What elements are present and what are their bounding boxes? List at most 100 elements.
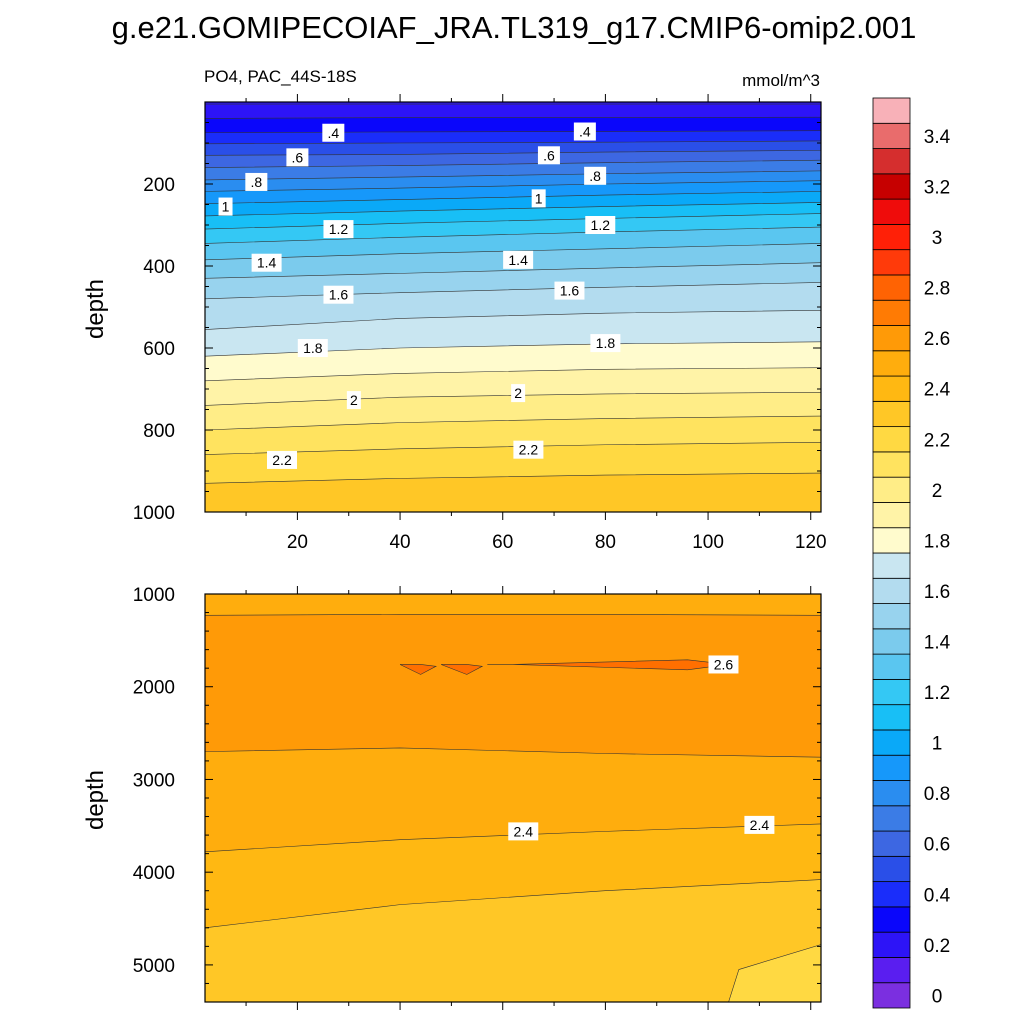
colorbar-tick-label: 1.4: [924, 632, 951, 653]
contour-label-box: [744, 815, 775, 834]
colorbar-tick-label: 1: [932, 734, 943, 755]
contour-label-box: [267, 450, 297, 469]
contour-label-box: [251, 253, 282, 272]
colorbar-swatch-3: [872, 223, 911, 251]
colorbar-swatch-1.4: [872, 628, 911, 655]
colorbar-swatch-1.1: [872, 704, 911, 731]
colorbar-swatch-2.3: [872, 400, 911, 428]
contour-label: 2.4: [750, 817, 770, 833]
contour-label-box: [323, 285, 354, 304]
contour-line: [205, 442, 821, 455]
contour-label: .6: [292, 149, 304, 165]
colorbar-tick-label: 2.6: [924, 329, 950, 350]
contour-line: [205, 823, 821, 853]
x-tick-label: 80: [595, 532, 616, 553]
core-2.7-patch: [399, 664, 437, 675]
colorbar-swatch-2.4: [872, 375, 911, 402]
contour-line: [205, 309, 821, 330]
contour-label-box: [513, 440, 544, 459]
contour-label: 1.8: [596, 335, 616, 351]
band-2.3: [205, 879, 821, 1002]
contour-label-box: [503, 250, 534, 269]
contour-label-box: [297, 339, 328, 357]
contour-line: [205, 170, 821, 181]
colorbar-swatch-3.4: [872, 122, 911, 149]
units-label: mmol/m^3: [742, 71, 820, 90]
colorbar-swatch-2.6: [872, 325, 911, 352]
band-2.3: [205, 473, 821, 512]
contour-label-box: [322, 123, 345, 142]
contour-line: [205, 159, 821, 168]
x-tick-label: 40: [389, 532, 410, 553]
colorbar-tick-label: 1.2: [924, 683, 950, 704]
contour-label: 1: [535, 190, 543, 206]
y-tick-label: 3000: [133, 770, 175, 791]
y-tick-label: 5000: [133, 956, 175, 977]
colorbar-tick-label: 1.6: [924, 582, 950, 603]
y-tick-label: 200: [143, 175, 175, 196]
contour-line: [205, 180, 821, 192]
colorbar-swatch-1.3: [872, 653, 911, 680]
colorbar-swatch-3.1: [872, 198, 911, 225]
colorbar-swatch-3.3: [872, 148, 911, 175]
figure-title: g.e21.GOMIPECOIAF_JRA.TL319_g17.CMIP6-om…: [112, 10, 917, 45]
colorbar-tick-label: 2.8: [924, 279, 950, 300]
colorbar-swatch-0.5: [872, 855, 911, 883]
variable-label: PO4, PAC_44S-18S: [204, 67, 357, 86]
y-tick-label: 600: [143, 339, 175, 360]
x-tick-label: 20: [287, 532, 308, 553]
contour-line: [205, 243, 821, 261]
contour-label: 2.2: [272, 452, 292, 468]
contour-label-box: [346, 391, 361, 410]
colorbar-swatch-1.9: [872, 502, 911, 529]
colorbar-tick-label: 2.4: [924, 380, 951, 401]
contour-label-box: [511, 384, 526, 403]
colorbar-swatch-3.2: [872, 173, 911, 200]
contour-line: [205, 140, 821, 145]
core-2.7-patch: [441, 664, 484, 675]
contour-line: [205, 213, 821, 230]
contour-label: .8: [589, 168, 601, 184]
colorbar-swatch-1.5: [872, 603, 911, 630]
colorbar-swatch-3.5: [872, 97, 911, 124]
lower-depth-panel: 2.6 2.4 2.4 1000 2000 3000 4000 5000 depth: [82, 585, 822, 1010]
contour-label-box: [286, 148, 309, 167]
upper-depth-panel: .4 .4 .6 .6 .8 .8 1 1 1.2 1.2 1.4 1.4 1.6 1.6 1.8 1.8 2 2…: [82, 94, 827, 553]
colorbar-swatch-1.7: [872, 552, 911, 579]
contour-label-box: [573, 122, 596, 141]
colorbar-swatch-0.1: [872, 957, 911, 984]
colorbar-swatch-0.8: [872, 780, 911, 807]
colorbar-tick-label: 3.4: [924, 127, 951, 148]
contour-line: [205, 472, 821, 484]
colorbar-swatch-1.2: [872, 678, 911, 706]
colorbar-tick-label: 3.2: [924, 177, 950, 198]
y-tick-label: 1000: [133, 503, 175, 524]
x-tick-label: 120: [795, 532, 827, 553]
contour-label-box: [508, 822, 539, 841]
contour-line: [205, 191, 821, 204]
contour-label: 2: [350, 392, 358, 408]
x-tick-label: 60: [492, 532, 513, 553]
contour-label-box: [323, 220, 354, 239]
contour-label: .6: [543, 147, 555, 163]
colorbar-swatch-1: [872, 729, 911, 756]
lo-contour-labels: 2.6 2.4 2.4: [508, 655, 775, 841]
contour-label: 1.6: [560, 283, 580, 299]
y-axis-label: depth: [82, 279, 109, 339]
colorbar-tick-label: 0: [932, 986, 943, 1007]
y-tick-label: 800: [143, 421, 175, 442]
colorbar-tick-label: 1.8: [924, 531, 950, 552]
contour-line: [728, 944, 821, 1002]
colorbar-swatch-2: [872, 476, 911, 503]
contour-line: [205, 202, 821, 217]
y-tick-label: 2000: [133, 678, 175, 699]
contour-label-box: [585, 216, 616, 234]
up-contour-labels: .4 .4 .6 .6 .8 .8 1 1 1.2 1.2 1.4 1.4 1.6 1.6 1.8 1.8 2 2…: [218, 122, 621, 469]
contour-label: .4: [327, 125, 339, 141]
contour-label: 1.4: [508, 252, 528, 268]
contour-line: [205, 747, 821, 758]
colorbar-swatch-2.5: [872, 350, 911, 377]
contour-label: 1.4: [257, 255, 277, 271]
contour-label-box: [245, 172, 268, 191]
